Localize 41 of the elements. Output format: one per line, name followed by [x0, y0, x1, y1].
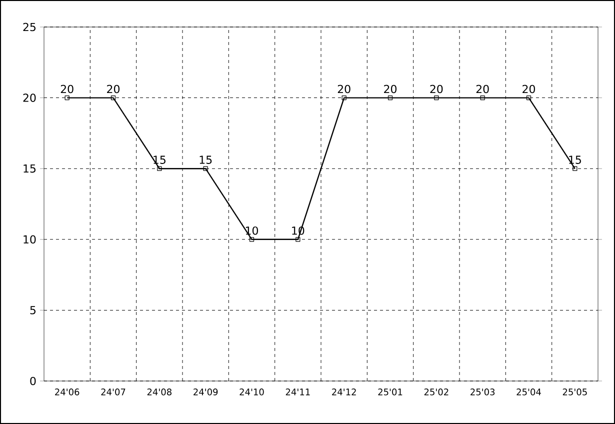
- data-label: 20: [60, 84, 74, 94]
- x-tick-label: 25'05: [562, 388, 587, 396]
- data-label: 20: [522, 84, 536, 94]
- point: [342, 96, 346, 100]
- x-tick-label: 24'06: [55, 388, 80, 396]
- x-tick-label: 25'01: [378, 388, 402, 396]
- data-label: 20: [338, 84, 350, 94]
- y-tick-label: 25: [23, 22, 36, 32]
- point: [249, 237, 254, 242]
- y-tick-label: 0: [30, 376, 36, 386]
- x-tick-label: 24'07: [101, 388, 126, 396]
- data-label: 15: [200, 156, 212, 164]
- y-tick-label: 10: [24, 235, 36, 244]
- data-label: 20: [430, 84, 443, 94]
- data-label: 10: [246, 226, 258, 235]
- x-tick-label: 24'12: [332, 388, 356, 396]
- data-label: 20: [476, 84, 489, 94]
- point: [388, 96, 393, 100]
- x-tick-label: 25'04: [516, 388, 541, 396]
- y-tick-label: 20: [23, 94, 36, 102]
- x-tick-label: 24'08: [147, 388, 172, 396]
- x-tick-label: 24'10: [240, 388, 264, 396]
- y-tick-label: 15: [24, 164, 36, 173]
- y-tick-label: 5: [30, 306, 36, 314]
- x-tick-label: 24'09: [194, 388, 218, 396]
- data-label: 20: [384, 84, 397, 94]
- data-label: 15: [569, 156, 581, 164]
- point: [64, 96, 70, 100]
- point: [157, 166, 162, 171]
- point: [296, 237, 300, 242]
- point: [110, 96, 116, 100]
- data-label: 15: [154, 156, 166, 164]
- point: [203, 166, 208, 171]
- point: [480, 96, 485, 100]
- x-tick-label: 25'02: [424, 388, 448, 396]
- data-label: 20: [107, 84, 120, 94]
- point: [526, 96, 532, 100]
- x-tick-label: 25'03: [470, 388, 495, 396]
- point: [434, 96, 439, 100]
- x-tick-label: 24'11: [286, 388, 310, 396]
- point: [572, 166, 578, 171]
